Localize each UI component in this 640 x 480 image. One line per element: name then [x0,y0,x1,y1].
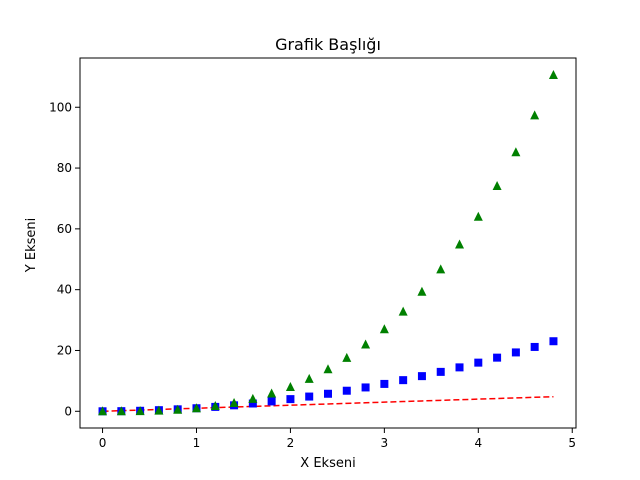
y-tick-label: 80 [57,161,72,175]
data-point [248,399,257,408]
data-point [154,405,164,415]
data-point [549,337,558,346]
x-axis-label: X Ekseni [300,456,355,471]
x-tick-label: 0 [99,436,107,450]
data-point [135,406,145,416]
y-tick-label: 20 [57,343,72,357]
data-point [304,373,314,383]
data-point [210,401,220,411]
data-point [530,110,540,120]
data-point [305,392,314,401]
data-point [399,376,408,385]
y-axis: 0 20 40 60 80 100 [49,100,80,418]
data-point [191,403,201,413]
data-point [417,372,426,381]
x-tick-label: 1 [193,436,201,450]
data-point [455,239,465,249]
chart-title: Grafik Başlığı [275,35,381,54]
data-point [248,393,258,403]
data-point [436,367,445,376]
plot-area [98,70,558,416]
y-tick-label: 60 [57,222,72,236]
series-2 [98,70,558,416]
data-point [361,339,371,349]
y-tick-label: 0 [64,404,72,418]
data-point [380,379,389,388]
data-point [98,406,108,416]
x-tick-label: 4 [474,436,482,450]
data-point [379,324,389,334]
data-point [267,388,277,398]
data-point [455,363,464,372]
data-point [548,70,558,80]
data-point [116,406,126,416]
data-point [511,348,520,357]
data-point [323,364,333,374]
data-point [285,381,295,391]
data-point [473,211,483,221]
data-point [286,395,295,404]
data-point [342,386,351,395]
data-point [511,147,521,157]
data-point [492,181,502,191]
y-tick-label: 40 [57,283,72,297]
data-point [493,353,502,362]
data-point [417,286,427,296]
x-tick-label: 3 [381,436,389,450]
data-point [324,389,332,398]
data-point [436,264,446,274]
x-tick-label: 2 [287,436,295,450]
data-point [530,342,539,351]
data-point [173,404,183,414]
series-line [102,395,554,413]
data-point [267,397,276,406]
data-point [229,397,239,407]
data-point [398,306,408,316]
data-point [361,383,370,392]
x-axis: 0 1 2 3 4 5 [99,428,576,450]
x-tick-label: 5 [568,436,576,450]
y-tick-label: 100 [49,100,72,114]
series-0 [102,395,554,413]
data-point [342,352,352,362]
plot-frame [79,57,577,429]
data-point [474,358,483,367]
y-axis-label: Y Ekseni [24,218,39,273]
